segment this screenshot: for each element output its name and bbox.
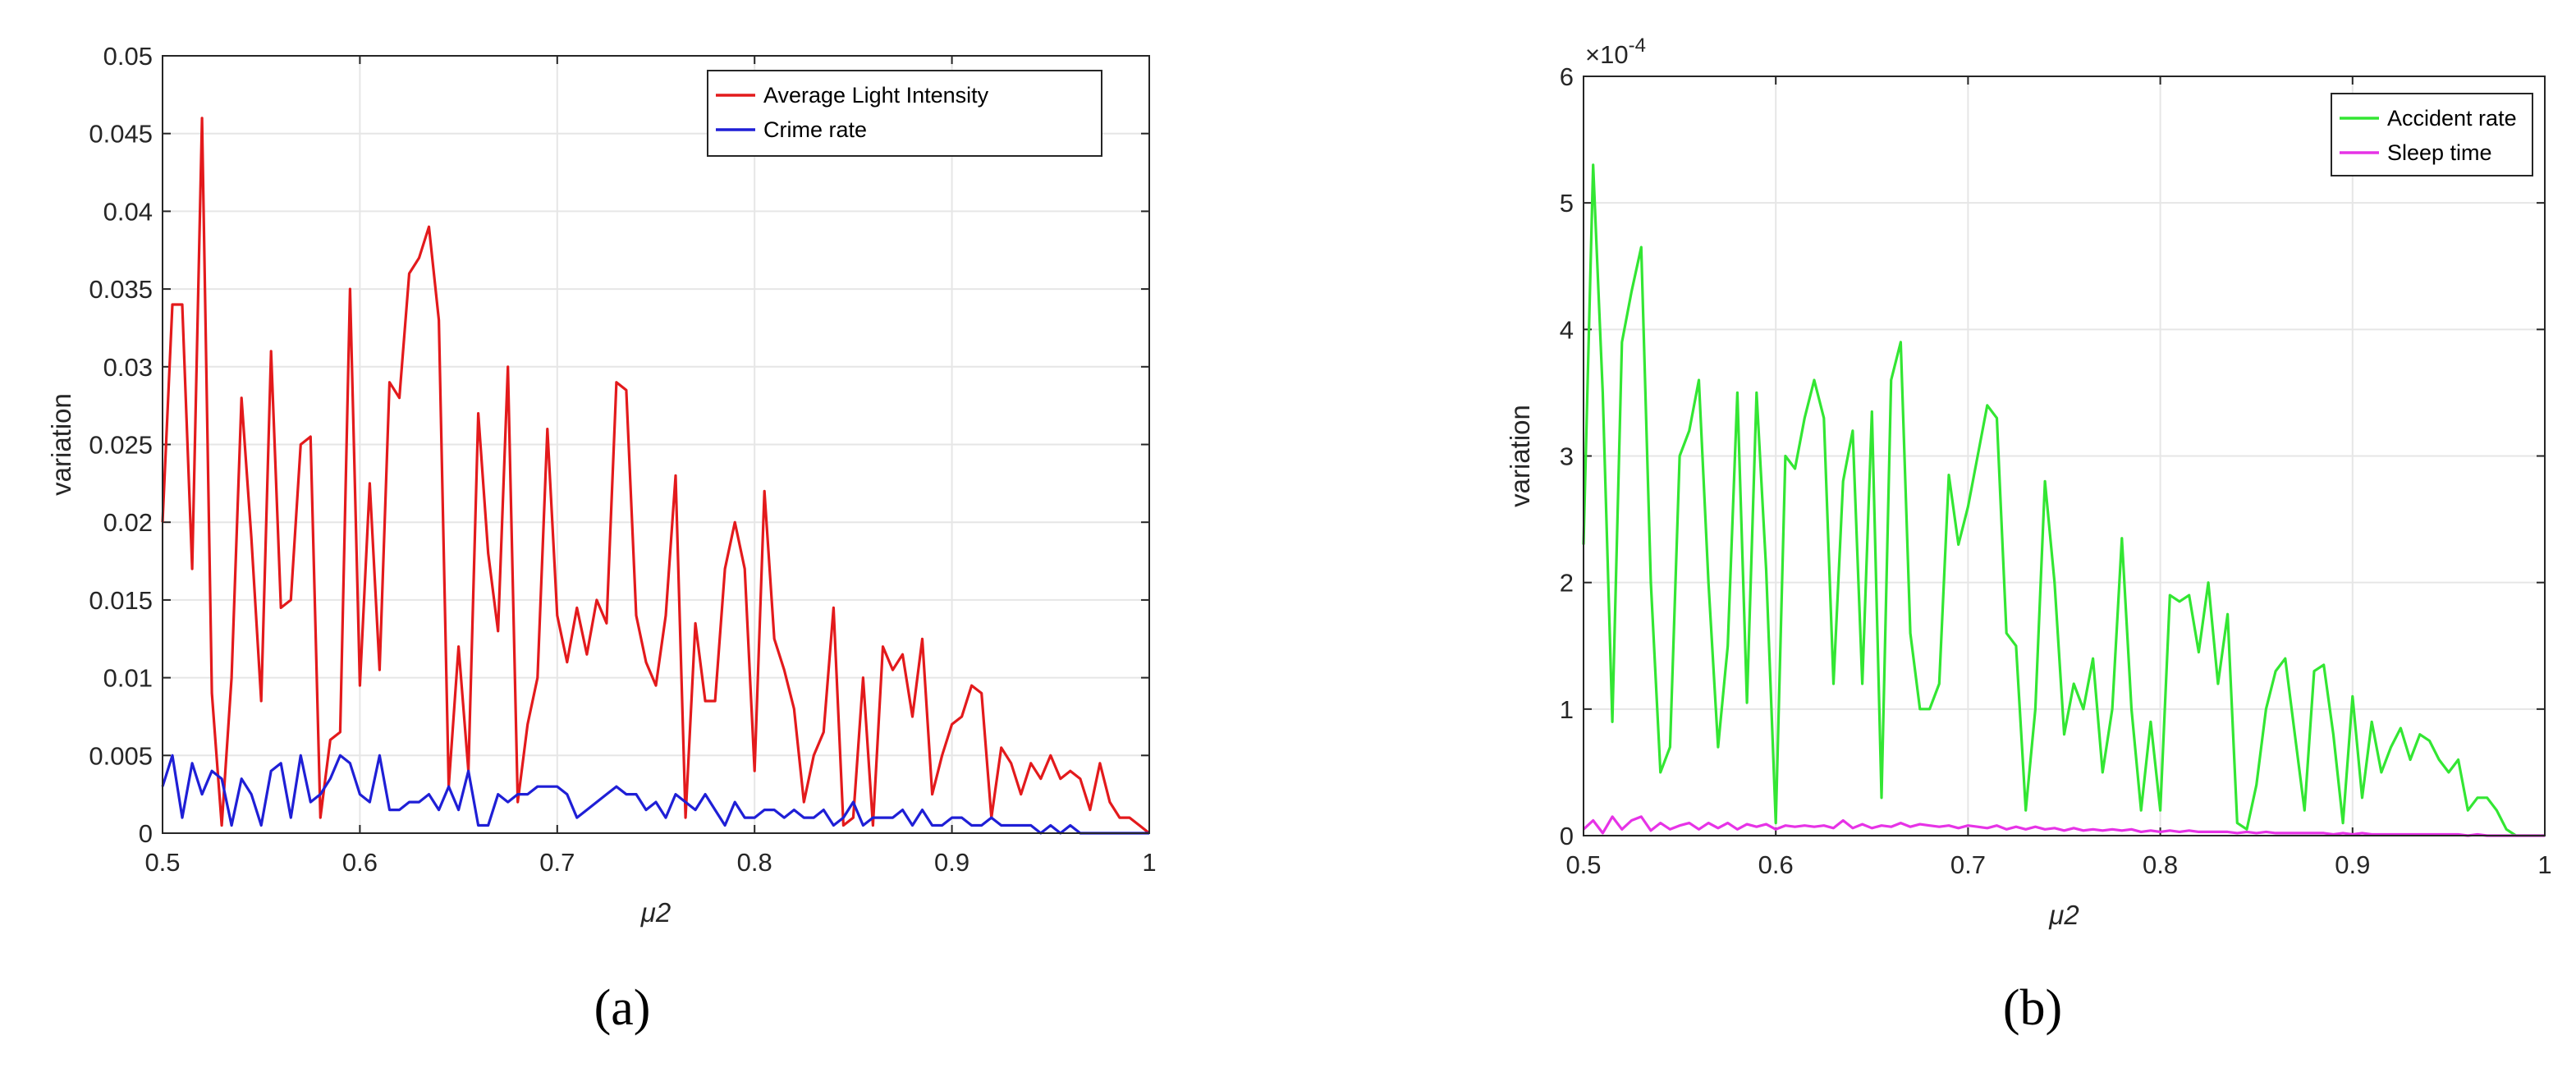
axes-frame <box>1583 76 2546 836</box>
chart-panel-b: 0.5 0.6 0.7 0.8 0.9 1 0 1 2 3 4 5 6 variation μ2 ×10-4 A… <box>1505 34 2552 1036</box>
y-tick-label: 4 <box>1560 315 1574 344</box>
x-tick-label: 0.6 <box>1758 850 1794 879</box>
y-tick-label: 0 <box>139 819 153 848</box>
x-tick-label: 1 <box>2537 850 2551 879</box>
x-tick-label: 0.5 <box>1565 850 1601 879</box>
y-tick-label: 0.03 <box>103 353 153 382</box>
exponent-base: ×10 <box>1585 40 1629 69</box>
chart-panel-a: 0.5 0.6 0.7 0.8 0.9 1 0 0.005 0.01 0.015 0.02 0.025… <box>46 42 1157 1036</box>
x-tick-label: 0.8 <box>2143 850 2178 879</box>
y-tick-label: 0.005 <box>89 741 153 770</box>
x-tick-label: 1 <box>1142 848 1156 877</box>
x-tick-label: 0.7 <box>539 848 575 877</box>
exponent-power: -4 <box>1629 34 1646 57</box>
panel-label: (a) <box>594 980 651 1036</box>
x-tick-label: 0.8 <box>737 848 772 877</box>
y-tick-label: 5 <box>1560 189 1574 218</box>
y-tick-label: 0.035 <box>89 275 153 304</box>
x-tick-label: 0.9 <box>2335 850 2370 879</box>
y-exponent-label: ×10-4 <box>1585 34 1646 69</box>
x-tick-label: 0.7 <box>1950 850 1986 879</box>
series-line-sleep-time <box>1582 815 2545 837</box>
legend: Average Light Intensity Crime rate <box>707 70 1102 157</box>
y-tick-label: 2 <box>1560 569 1574 598</box>
legend-box <box>2331 93 2533 176</box>
series-line-accident-rate <box>1582 163 2545 837</box>
y-tick-label: 0.01 <box>103 664 153 693</box>
legend-entry: Sleep time <box>2387 140 2492 165</box>
y-tick-label: 6 <box>1560 62 1574 91</box>
legend-entry: Accident rate <box>2387 106 2517 131</box>
legend-entry: Crime rate <box>763 117 867 142</box>
y-tick-label: 0.05 <box>103 42 153 71</box>
y-tick-label: 1 <box>1560 695 1574 724</box>
x-tick-label: 0.5 <box>144 848 180 877</box>
legend-entry: Average Light Intensity <box>763 83 989 108</box>
legend-box <box>707 70 1102 157</box>
y-axis-label: variation <box>46 393 76 496</box>
y-tick-label: 0.045 <box>89 120 153 149</box>
x-axis-label: μ2 <box>2048 900 2079 930</box>
y-tick-label: 0.02 <box>103 508 153 537</box>
y-tick-label: 0 <box>1560 822 1574 850</box>
y-tick-label: 0.015 <box>89 586 153 615</box>
y-tick-label: 0.04 <box>103 197 153 226</box>
x-tick-label: 0.9 <box>934 848 969 877</box>
series-line-average-light-intensity <box>161 117 1150 835</box>
x-axis-label: μ2 <box>640 897 671 928</box>
y-axis-label: variation <box>1505 405 1535 507</box>
panel-label: (b) <box>2003 980 2062 1036</box>
legend: Accident rate Sleep time <box>2331 93 2533 176</box>
y-tick-label: 3 <box>1560 442 1574 471</box>
y-tick-label: 0.025 <box>89 431 153 460</box>
series-line-crime-rate <box>161 754 1149 835</box>
x-tick-label: 0.6 <box>342 848 378 877</box>
axes-frame <box>162 55 1150 834</box>
